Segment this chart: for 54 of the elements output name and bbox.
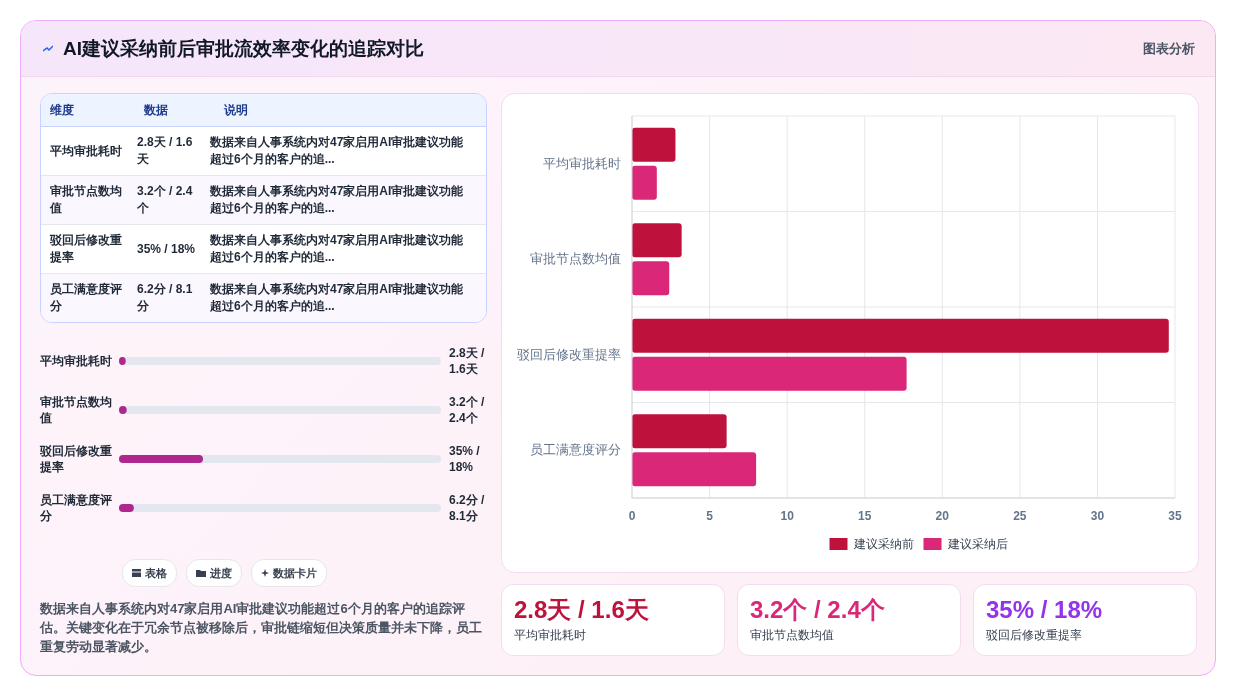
category-label: 进度 (186, 559, 242, 587)
y-tick-label: 员工满意度评分 (530, 442, 621, 458)
bar (632, 223, 682, 258)
x-tick-label: 15 (858, 509, 872, 523)
x-tick-label: 35 (1168, 509, 1182, 523)
data-label: 6.2分 / 8.1分 (449, 491, 486, 524)
bar (632, 261, 670, 296)
y-tick-label: 平均审批耗时 (40, 352, 113, 369)
text: 数据来自人事系统内对47家启用AI审批建议功能超过6个月的客户的追踪评估。关键变化在于冗余节点被移除后，审批链缩短但决策质量并未下降，员工重复劳动显著减少。 (40, 600, 483, 656)
bar (632, 356, 907, 391)
category-label: 维度 (49, 101, 75, 119)
category-label: 表格 (122, 559, 177, 587)
text: 数据来自人事系统内对47家启用AI审批建议功能超过6个月的客户的追... (209, 134, 465, 168)
bar (632, 165, 657, 200)
legend-label: 建议采纳前 (852, 537, 914, 551)
data-label: 35% / 18% (449, 442, 481, 475)
y-tick-label: 驳回后修改重提率 (517, 346, 621, 362)
bar (119, 503, 134, 512)
data-label: 3.2个 / 2.4个 (449, 393, 486, 426)
category-label: 审批节点数均值 (750, 627, 835, 644)
text: AI建议采纳前后审批流效率变化的追踪对比 (63, 36, 424, 61)
data-label: 2.8天 / 1.6天 (449, 344, 486, 377)
bar (632, 414, 727, 449)
bar (632, 127, 676, 162)
x-tick-label: 30 (1090, 509, 1105, 523)
y-tick-label: 员工满意度评分 (40, 491, 113, 524)
text: 数据来自人事系统内对47家启用AI审批建议功能超过6个月的客户的追... (209, 183, 465, 217)
x-tick-label: 5 (706, 509, 714, 523)
category-label: 驳回后修改重提率 (986, 627, 1083, 644)
x-tick-label: 10 (780, 509, 795, 523)
x-tick-label: 20 (935, 509, 950, 523)
bar (632, 318, 1169, 353)
text: 3.2个 / 2.4个 (750, 596, 885, 623)
text: 数据来自人事系统内对47家启用AI审批建议功能超过6个月的客户的追... (209, 232, 465, 266)
y-tick-label: 审批节点数均值 (40, 393, 113, 426)
y-tick-label: 驳回后修改重提率 (40, 442, 113, 475)
text: 2.8天 / 1.6天 (514, 596, 649, 623)
category-label: 数据卡片 (251, 559, 327, 587)
category-label: 说明 (222, 101, 249, 119)
text: 3.2个 / 2.4个 (136, 183, 194, 217)
legend-label: 建议采纳后 (946, 537, 1008, 551)
text: 图表分析 (1143, 39, 1195, 58)
bar (632, 452, 757, 487)
text: 数据来自人事系统内对47家启用AI审批建议功能超过6个月的客户的追... (209, 281, 465, 315)
text: 6.2分 / 8.1分 (136, 281, 194, 315)
y-tick-label: 审批节点数均值 (530, 251, 621, 267)
text: 35% / 18% (136, 240, 197, 258)
x-tick-label: 0 (628, 509, 636, 523)
y-tick-label: 平均审批耗时 (543, 155, 621, 171)
text: 2.8天 / 1.6天 (136, 134, 194, 168)
text: 35% / 18% (986, 596, 1103, 623)
category-label: 平均审批耗时 (514, 627, 587, 644)
category-label: 数据 (142, 101, 169, 119)
x-tick-label: 25 (1013, 509, 1027, 523)
